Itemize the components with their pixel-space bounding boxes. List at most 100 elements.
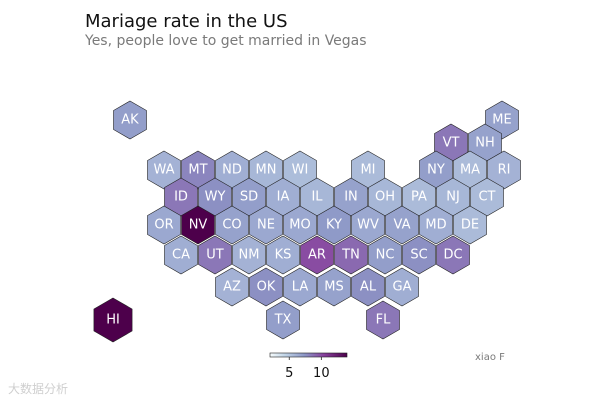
hex-label-ks: KS [275,248,292,263]
chart-subtitle: Yes, people love to get married in Vegas [85,33,367,49]
colorbar-ticks: 5 10 [285,357,330,381]
hex-wy [198,177,232,217]
hex-al [351,267,385,307]
hex-label-id: ID [174,190,188,205]
hex-label-la: LA [292,280,309,295]
hex-ny [419,150,453,190]
hex-or [147,205,181,245]
hex-label-nm: NM [239,248,260,263]
hex-label-ia: IA [277,190,290,205]
hex-ok [249,267,283,307]
hex-az [215,267,249,307]
hex-label-in: IN [344,190,358,205]
hex-ks [266,235,300,275]
hex-label-me: ME [492,113,511,128]
hex-label-co: CO [222,218,241,233]
hex-wa [147,150,181,190]
hex-label-md: MD [425,218,446,233]
hex-label-wi: WI [292,163,309,178]
colorbar-bar [269,352,348,358]
hex-ar [300,235,334,275]
hex-label-ms: MS [324,280,343,295]
colorbar: 5 10 [269,352,348,381]
hex-label-fl: FL [376,313,391,328]
hex-label-al: AL [360,280,377,295]
hex-la [283,267,317,307]
hex-label-mt: MT [188,163,207,178]
hex-label-nd: ND [222,163,242,178]
hex-label-ok: OK [257,280,276,295]
hex-label-ak: AK [121,113,139,128]
hex-oh [368,177,402,217]
hex-in [334,177,368,217]
hex-label-oh: OH [375,190,395,205]
hex-label-ny: NY [427,163,445,178]
hex-label-va: VA [394,218,411,233]
hex-label-dc: DC [443,248,462,263]
hex-mt [181,150,215,190]
hex-ak [113,100,147,140]
hex-label-hi: HI [106,313,120,328]
hex-label-mn: MN [256,163,277,178]
hex-nm [232,235,266,275]
hex-co [215,205,249,245]
hex-ne [249,205,283,245]
hex-tx [266,300,300,340]
hex-label-sd: SD [240,190,258,205]
hex-label-tx: TX [274,313,292,328]
colorbar-tick-label-5: 5 [285,366,293,381]
hex-label-pa: PA [411,190,427,205]
hex-sc [402,235,436,275]
hex-de [453,205,487,245]
watermark: 大数据分析 [8,382,69,396]
chart-title: Mariage rate in the US [85,11,288,32]
hex-label-ct: CT [478,190,495,205]
hex-va [385,205,419,245]
hex-ga [385,267,419,307]
hex-label-mo: MO [289,218,310,233]
colorbar-tick-label-10: 10 [313,366,330,381]
hex-label-tn: TN [341,248,360,263]
hex-mi [351,150,385,190]
hex-label-de: DE [461,218,479,233]
hex-label-ga: GA [393,280,412,295]
hex-label-wa: WA [153,163,174,178]
hex-sd [232,177,266,217]
hex-ia [266,177,300,217]
hex-ms [317,267,351,307]
hex-label-nv: NV [189,218,208,233]
hex-mo [283,205,317,245]
hex-fl [366,300,400,340]
hex-ma [453,150,487,190]
hex-label-ma: MA [460,163,480,178]
hex-label-mi: MI [360,163,375,178]
hex-wv [351,205,385,245]
hex-label-vt: VT [443,136,460,151]
hex-hi [93,297,133,343]
hex-ct [470,177,504,217]
hex-ri [487,150,521,190]
hex-nv [181,205,215,245]
hex-pa [402,177,436,217]
hex-label-ne: NE [257,218,275,233]
hex-nd [215,150,249,190]
hex-label-or: OR [154,218,173,233]
hex-nc [368,235,402,275]
hex-wi [283,150,317,190]
hex-label-sc: SC [410,248,427,263]
hex-label-wv: WV [357,218,379,233]
hex-label-nc: NC [376,248,395,263]
hex-label-ky: KY [326,218,342,233]
hex-label-ca: CA [172,248,190,263]
hex-dc [436,235,470,275]
hex-ut [198,235,232,275]
hex-label-ut: UT [206,248,224,263]
hex-md [419,205,453,245]
hex-il [300,177,334,217]
hex-id [164,177,198,217]
hex-label-nj: NJ [446,190,460,205]
hex-ca [164,235,198,275]
hex-label-il: IL [311,190,323,205]
hex-label-ri: RI [498,163,511,178]
